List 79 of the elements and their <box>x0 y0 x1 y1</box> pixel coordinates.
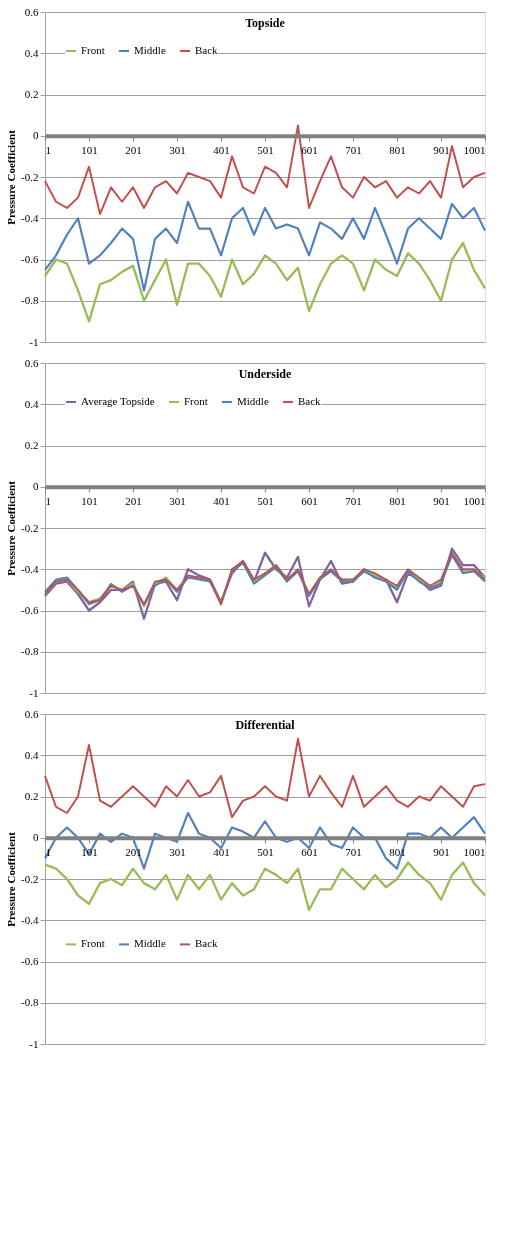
x-tick-label: 401 <box>213 846 230 859</box>
y-tick-label: 0 <box>33 129 39 142</box>
y-axis-title: Pressure Coefficient <box>5 129 18 225</box>
x-tick-label: 501 <box>257 846 274 859</box>
y-tick-label: -0.6 <box>21 253 39 265</box>
y-tick-label: 0.4 <box>24 748 39 761</box>
y-tick-label: 0 <box>33 480 39 493</box>
y-tick-label: -1 <box>29 1037 39 1050</box>
legend-label: Front <box>81 44 105 56</box>
y-tick-label: -0.8 <box>21 294 39 307</box>
x-tick-label: 401 <box>213 495 230 508</box>
y-tick-label: -0.4 <box>21 562 39 575</box>
x-tick-label: 301 <box>169 495 186 508</box>
x-tick-label: 301 <box>169 846 186 859</box>
x-tick-label: 901 <box>433 495 450 508</box>
chart-title: Topside <box>245 16 286 30</box>
y-tick-label: 0.2 <box>24 790 39 802</box>
y-tick-label: 0.4 <box>24 397 39 410</box>
y-tick-label: 0.2 <box>24 439 39 451</box>
x-tick-label: 901 <box>433 144 450 157</box>
y-tick-label: 0 <box>33 831 39 844</box>
y-tick-label: 0.6 <box>24 356 39 369</box>
legend-label: Front <box>184 395 208 407</box>
y-tick-label: -0.4 <box>21 211 39 224</box>
line-series <box>43 811 487 870</box>
legend-label: Middle <box>134 44 166 56</box>
line-series <box>43 861 487 912</box>
y-tick-label: -0.2 <box>21 170 39 183</box>
legend-label: Middle <box>237 395 269 407</box>
x-tick-label: 701 <box>345 495 362 508</box>
y-axis-title: Pressure Coefficient <box>5 831 18 927</box>
y-tick-label: -0.4 <box>21 913 39 926</box>
y-tick-label: -0.2 <box>21 521 39 534</box>
chart-title: Differential <box>235 718 296 732</box>
x-tick-label: 1001 <box>463 495 486 508</box>
line-series <box>44 737 486 819</box>
y-axis-title: Pressure Coefficient <box>5 480 18 576</box>
x-tick-label: 1 <box>45 144 51 157</box>
x-tick-label: 501 <box>257 495 274 508</box>
x-tick-label: 101 <box>81 846 98 859</box>
x-tick-label: 1001 <box>463 846 486 859</box>
y-tick-label: -0.6 <box>21 955 39 967</box>
y-tick-label: -1 <box>29 686 39 699</box>
line-series <box>43 200 487 292</box>
x-tick-label: 701 <box>345 144 362 157</box>
x-tick-label: 201 <box>125 144 142 157</box>
y-tick-label: 0.6 <box>24 707 39 720</box>
y-tick-label: -0.8 <box>21 996 39 1009</box>
x-tick-label: 701 <box>345 846 362 859</box>
y-tick-label: -0.8 <box>21 645 39 658</box>
x-tick-label: 601 <box>301 495 318 508</box>
legend-label: Back <box>195 44 219 56</box>
x-tick-label: 601 <box>301 846 318 859</box>
line-series <box>44 124 486 216</box>
x-tick-label: 501 <box>257 144 274 157</box>
x-tick-label: 301 <box>169 144 186 157</box>
y-tick-label: -0.2 <box>21 872 39 885</box>
y-tick-label: 0.4 <box>24 46 39 59</box>
chart-title: Underside <box>238 367 293 381</box>
x-tick-label: 1001 <box>463 144 486 157</box>
x-tick-label: 801 <box>389 144 406 157</box>
x-tick-label: 1 <box>45 846 51 859</box>
x-tick-label: 801 <box>389 495 406 508</box>
y-tick-label: -0.6 <box>21 604 39 616</box>
x-tick-label: 201 <box>125 495 142 508</box>
x-tick-label: 1 <box>45 495 51 508</box>
y-tick-label: 0.6 <box>24 5 39 18</box>
x-tick-label: 901 <box>433 846 450 859</box>
legend-label: Back <box>195 937 219 950</box>
x-tick-label: 401 <box>213 144 230 157</box>
legend-label: Back <box>298 395 322 407</box>
legend-label: Average Topside <box>81 395 155 407</box>
line-series <box>43 241 487 323</box>
x-tick-label: 101 <box>81 495 98 508</box>
legend-label: Middle <box>134 937 166 950</box>
legend-label: Front <box>81 937 105 950</box>
y-tick-label: 0.2 <box>24 88 39 100</box>
x-tick-label: 101 <box>81 144 98 157</box>
y-tick-label: -1 <box>29 335 39 348</box>
